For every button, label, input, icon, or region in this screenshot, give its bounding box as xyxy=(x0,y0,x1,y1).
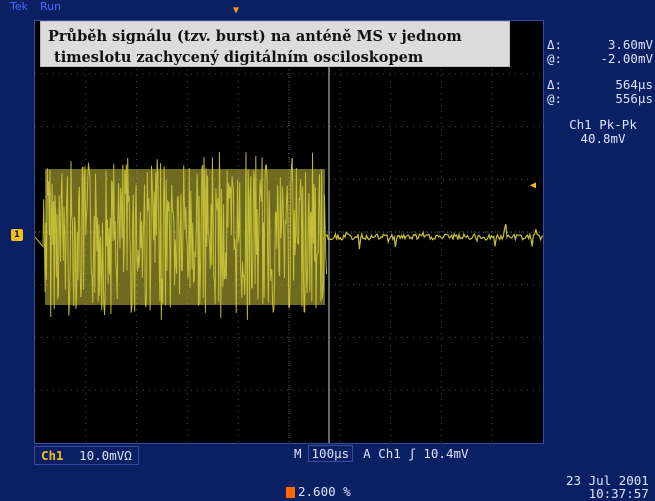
trigger-position-marker[interactable]: ▼ xyxy=(233,5,240,16)
timebase-box[interactable]: M 100μs A Ch1 ʃ 10.4mV xyxy=(294,445,469,462)
trigger-level-marker[interactable]: ◀ xyxy=(530,180,537,191)
oscilloscope-display xyxy=(34,20,544,444)
ch1-scale: 10.0mVΩ xyxy=(79,448,132,463)
top-status-bar: Tek Run ▼ xyxy=(0,0,655,20)
caption-line-1: Průběh signálu (tzv. burst) na anténě MS… xyxy=(48,28,462,45)
measurement-readout: Ch1 Pk-Pk 40.8mV xyxy=(553,118,653,146)
idle-trace xyxy=(326,223,543,250)
timebase-value: 100μs xyxy=(307,445,354,462)
burst-envelope xyxy=(45,169,325,305)
position-marker-icon xyxy=(286,487,295,498)
ch1-label: Ch1 xyxy=(41,448,64,463)
ch1-ground-marker[interactable]: 1 xyxy=(11,229,23,241)
voltage-cursor-readout: Δ: 3.60mV @: -2.00mV xyxy=(547,38,653,66)
measurement-value: 40.8mV xyxy=(580,131,626,146)
position-value: 2.600 % xyxy=(298,484,351,499)
time-cursor-readout: Δ: 564μs @: 556μs xyxy=(547,78,653,106)
time-value: 10:37:57 xyxy=(588,486,649,501)
volt-delta-value: 3.60mV xyxy=(607,37,653,52)
timebase-m-label: M xyxy=(294,446,302,461)
time-delta-label: Δ: xyxy=(547,77,563,92)
ch1-scale-box[interactable]: Ch1 10.0mVΩ xyxy=(34,446,139,465)
volt-delta-label: Δ: xyxy=(547,37,563,52)
time-at-value: 556μs xyxy=(615,91,653,106)
measurement-label: Ch1 Pk-Pk xyxy=(569,117,637,132)
brand-label: Tek xyxy=(10,0,28,13)
graticule xyxy=(35,21,543,443)
caption-line-2: timeslotu zachycený digitálním oscilosko… xyxy=(54,49,424,66)
date-value: 23 Jul 2001 xyxy=(566,473,649,488)
run-status: Run xyxy=(40,0,62,13)
caption-box: Průběh signálu (tzv. burst) na anténě MS… xyxy=(40,21,510,67)
volt-at-value: -2.00mV xyxy=(600,51,653,66)
bottom-status-bar: Ch1 10.0mVΩ M 100μs A Ch1 ʃ 10.4mV xyxy=(34,445,614,468)
trigger-setting: A Ch1 ʃ 10.4mV xyxy=(363,446,469,461)
datetime-readout: 23 Jul 2001 10:37:57 xyxy=(566,474,649,500)
horizontal-position[interactable]: 2.600 % xyxy=(286,484,351,499)
time-at-label: @: xyxy=(547,91,563,106)
time-delta-value: 564μs xyxy=(615,77,653,92)
volt-at-label: @: xyxy=(547,51,563,66)
